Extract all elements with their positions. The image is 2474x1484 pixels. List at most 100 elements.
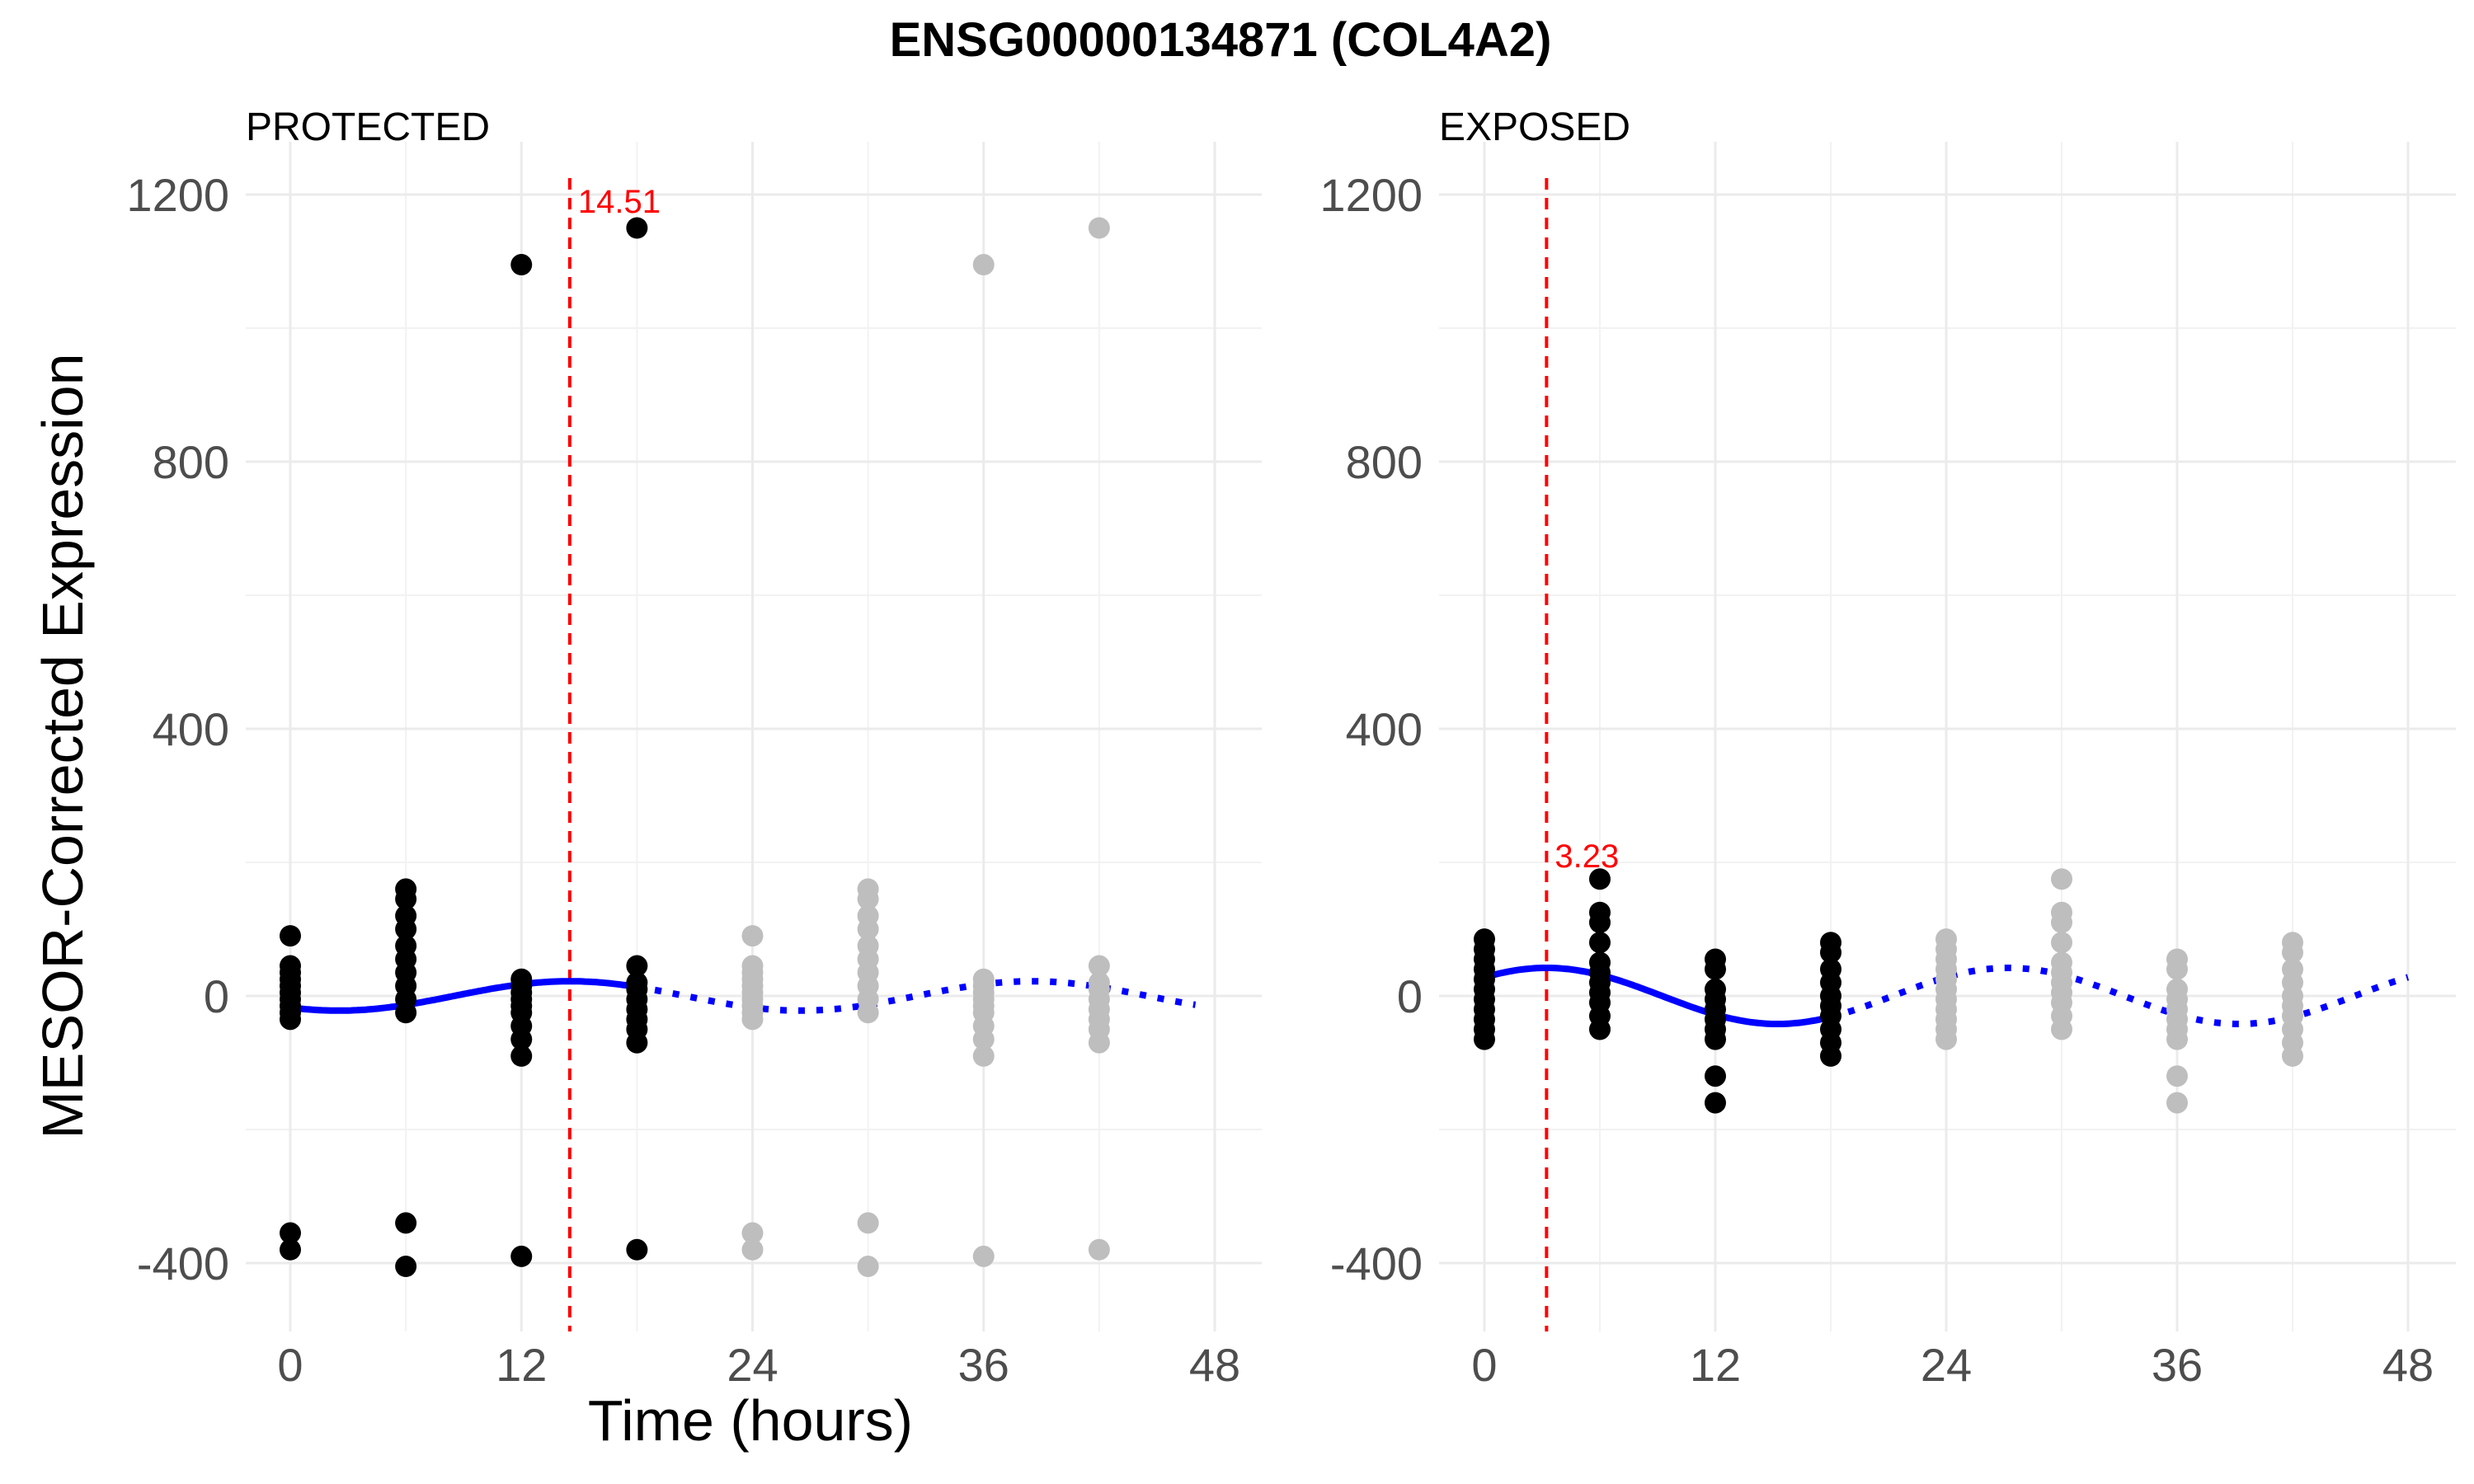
data-point-replicated xyxy=(857,888,879,910)
data-point-observed xyxy=(510,254,533,276)
y-tick-label: 1200 xyxy=(1319,169,1423,221)
data-point-observed xyxy=(1589,868,1611,890)
data-point-replicated xyxy=(2166,1028,2188,1050)
data-point-observed xyxy=(280,1008,301,1031)
data-point-replicated xyxy=(1088,955,1110,977)
panel-exposed-grid xyxy=(1439,142,2456,1331)
data-point-replicated xyxy=(857,1256,879,1278)
data-point-replicated xyxy=(741,925,764,947)
data-point-replicated xyxy=(2166,958,2188,980)
data-point-observed xyxy=(1589,932,1611,954)
data-point-observed xyxy=(1474,1028,1495,1050)
panel-protected-x-ticks: 0 12 24 36 48 xyxy=(277,1339,1240,1391)
data-point-replicated xyxy=(972,1045,995,1067)
panel-exposed-y-ticks: -400 0 400 800 1200 xyxy=(1319,169,1423,1289)
data-point-replicated xyxy=(2051,1018,2072,1040)
data-point-replicated xyxy=(1088,1238,1110,1261)
data-point-observed xyxy=(510,1045,533,1067)
data-point-observed xyxy=(280,1222,301,1244)
data-point-observed xyxy=(395,1002,417,1024)
data-point-observed xyxy=(626,955,648,977)
x-tick-label: 36 xyxy=(958,1339,1009,1391)
panel-exposed-fit xyxy=(1481,965,2410,1027)
data-point-replicated xyxy=(972,1028,995,1050)
x-tick-label: 48 xyxy=(1189,1339,1240,1391)
data-point-observed xyxy=(1705,1028,1726,1050)
data-point-replicated xyxy=(972,254,995,276)
data-point-observed xyxy=(626,1031,648,1054)
y-tick-label: 0 xyxy=(1397,970,1423,1022)
panel-exposed-points xyxy=(1474,868,2303,1114)
x-axis-title: Time (hours) xyxy=(588,1388,913,1453)
data-point-observed xyxy=(395,888,417,910)
data-point-replicated xyxy=(1088,217,1110,239)
data-point-observed xyxy=(395,918,417,940)
panel-exposed-peak: 3.23 xyxy=(1545,178,1619,1331)
data-point-replicated xyxy=(1088,1031,1110,1054)
data-point-observed xyxy=(1705,1065,1726,1087)
data-point-replicated xyxy=(1935,1028,1957,1050)
facet-label-exposed: EXPOSED xyxy=(1439,106,1630,149)
data-point-observed xyxy=(1820,1045,1841,1067)
data-point-observed xyxy=(626,1238,648,1261)
data-point-observed xyxy=(1820,942,1841,964)
data-point-replicated xyxy=(857,918,879,940)
data-point-replicated xyxy=(741,1008,764,1031)
x-tick-label: 24 xyxy=(727,1339,778,1391)
data-point-replicated xyxy=(857,1212,879,1234)
panel-protected-fit xyxy=(287,978,1197,1014)
data-point-observed xyxy=(395,1212,417,1234)
x-tick-label: 24 xyxy=(1921,1339,1972,1391)
panel-protected-y-ticks: -400 0 400 800 1200 xyxy=(126,169,229,1289)
y-tick-label: 0 xyxy=(204,970,229,1022)
data-point-observed xyxy=(1589,1018,1611,1040)
data-point-observed xyxy=(280,925,301,947)
fit-curve-dotted xyxy=(636,978,1197,1014)
y-tick-label: -400 xyxy=(1330,1237,1423,1289)
x-tick-label: 48 xyxy=(2382,1339,2434,1391)
panel-protected-grid xyxy=(246,142,1262,1331)
data-point-replicated xyxy=(2051,911,2072,933)
panel-exposed-x-ticks: 0 12 24 36 48 xyxy=(1471,1339,2434,1391)
panel-protected-points xyxy=(280,217,1110,1278)
peak-label: 14.51 xyxy=(578,184,661,220)
y-tick-label: -400 xyxy=(137,1237,229,1289)
x-tick-label: 0 xyxy=(277,1339,303,1391)
data-point-replicated xyxy=(741,1238,764,1261)
y-tick-label: 400 xyxy=(153,703,229,755)
data-point-replicated xyxy=(972,1245,995,1267)
x-tick-label: 12 xyxy=(1690,1339,1741,1391)
data-point-observed xyxy=(626,217,648,239)
panel-exposed: EXPOSED -400 0 400 800 1200 0 12 24 36 48 3.23 xyxy=(1319,106,2456,1391)
data-point-observed xyxy=(1705,1092,1726,1114)
data-point-replicated xyxy=(857,1002,879,1024)
data-point-replicated xyxy=(2051,932,2072,954)
data-point-replicated xyxy=(741,1222,764,1244)
y-tick-label: 400 xyxy=(1346,703,1423,755)
y-tick-label: 800 xyxy=(153,436,229,488)
y-tick-label: 1200 xyxy=(126,169,229,221)
data-point-replicated xyxy=(2282,1045,2303,1067)
panel-protected-peak: 14.51 xyxy=(567,178,661,1331)
data-point-replicated xyxy=(2282,942,2303,964)
fit-curve-solid xyxy=(287,978,641,1014)
data-point-observed xyxy=(395,1256,417,1278)
data-point-observed xyxy=(280,1238,301,1261)
data-point-observed xyxy=(1589,911,1611,933)
data-point-replicated xyxy=(2166,1065,2188,1087)
data-point-replicated xyxy=(2166,1092,2188,1114)
panel-protected: PROTECTED -400 0 400 800 1200 0 12 24 36 48 14.5… xyxy=(126,106,1262,1391)
data-point-observed xyxy=(1705,958,1726,980)
x-tick-label: 12 xyxy=(496,1339,547,1391)
data-point-observed xyxy=(510,1245,533,1267)
peak-label: 3.23 xyxy=(1554,838,1619,875)
y-axis-title: MESOR-Corrected Expression xyxy=(31,353,95,1139)
x-tick-label: 0 xyxy=(1471,1339,1497,1391)
fit-curve-solid xyxy=(1481,965,1834,1027)
data-point-observed xyxy=(510,1028,533,1050)
chart-title: ENSG00000134871 (COL4A2) xyxy=(890,13,1552,67)
facet-label-protected: PROTECTED xyxy=(246,106,490,149)
y-tick-label: 800 xyxy=(1346,436,1423,488)
x-tick-label: 36 xyxy=(2152,1339,2203,1391)
